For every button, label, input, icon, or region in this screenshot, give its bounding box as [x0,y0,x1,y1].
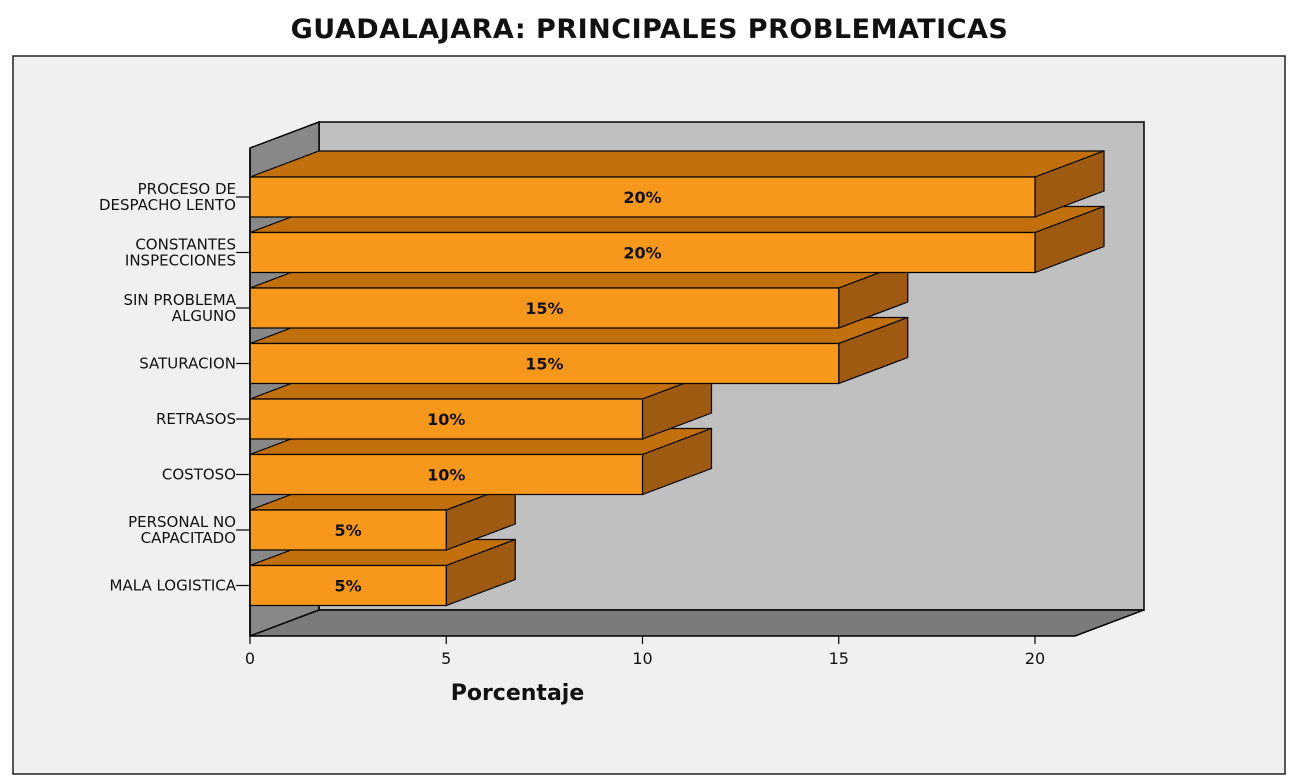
bar [249,231,1036,274]
data-label: 10% [427,466,465,485]
bar [249,453,644,496]
x-tick-label: 20 [1025,649,1045,668]
data-label: 20% [623,244,661,263]
category-label: RETRASOS [156,410,236,428]
chart-title: GUADALAJARA: PRINCIPALES PROBLEMATICAS [290,14,1009,45]
category-label: SIN PROBLEMA [123,291,236,309]
data-label: 15% [525,299,563,318]
data-label: 10% [427,410,465,429]
x-tick-label: 5 [441,649,451,668]
bar [249,287,840,329]
data-label: 5% [335,577,362,596]
category-label: ALGUNO [172,307,236,325]
bar [249,509,447,551]
bar-top-face [249,150,1105,178]
category-label: SATURACION [139,355,236,373]
data-label: 15% [525,355,563,374]
category-label: INSPECCIONES [125,252,236,270]
x-tick-label: 10 [632,649,652,668]
floor [249,609,1145,637]
category-label: CAPACITADO [141,529,236,547]
data-label: 5% [335,521,362,540]
category-label: COSTOSO [162,466,236,484]
category-label: PROCESO DE [138,180,236,198]
x-tick-label: 0 [245,649,255,668]
category-label: PERSONAL NO [128,513,236,531]
bar [249,564,447,607]
category-label: CONSTANTES [135,236,236,254]
category-label: DESPACHO LENTO [99,196,236,214]
bar [249,342,840,385]
x-axis-title: Porcentaje [451,681,585,706]
bar [249,398,644,440]
data-label: 20% [623,188,661,207]
category-label: MALA LOGISTICA [110,577,237,595]
x-tick-label: 15 [829,649,849,668]
bar [249,176,1036,218]
